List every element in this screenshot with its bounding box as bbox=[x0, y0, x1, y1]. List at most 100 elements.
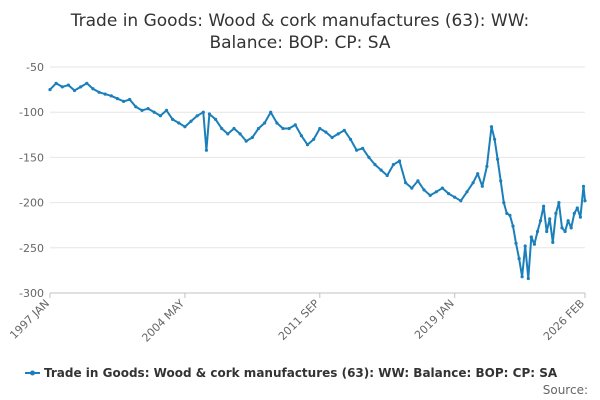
data-point[interactable] bbox=[204, 148, 208, 152]
data-point[interactable] bbox=[85, 81, 89, 85]
data-point[interactable] bbox=[578, 215, 583, 219]
data-point[interactable] bbox=[572, 211, 576, 215]
data-point[interactable] bbox=[391, 163, 395, 167]
data-point[interactable] bbox=[348, 137, 353, 141]
data-point[interactable] bbox=[220, 126, 224, 131]
data-point[interactable] bbox=[471, 181, 475, 185]
data-point[interactable] bbox=[548, 217, 552, 221]
data-point[interactable] bbox=[480, 184, 484, 188]
data-point[interactable] bbox=[195, 114, 199, 118]
data-point[interactable] bbox=[523, 244, 527, 248]
data-point[interactable] bbox=[256, 126, 261, 131]
data-point[interactable] bbox=[440, 186, 444, 190]
legend[interactable]: Trade in Goods: Wood & cork manufactures… bbox=[25, 366, 558, 380]
data-point[interactable] bbox=[545, 229, 549, 234]
data-point[interactable] bbox=[428, 193, 432, 197]
data-point[interactable] bbox=[511, 224, 515, 228]
data-point[interactable] bbox=[183, 125, 187, 129]
data-point[interactable] bbox=[493, 137, 497, 141]
data-point[interactable] bbox=[581, 184, 586, 188]
data-point[interactable] bbox=[287, 126, 291, 131]
data-point[interactable] bbox=[269, 110, 273, 114]
data-point[interactable] bbox=[342, 128, 346, 132]
data-point[interactable] bbox=[422, 188, 426, 192]
data-point[interactable] bbox=[583, 199, 587, 203]
data-point[interactable] bbox=[152, 110, 156, 114]
data-point[interactable] bbox=[508, 213, 512, 217]
data-point[interactable] bbox=[201, 110, 205, 114]
data-point[interactable] bbox=[305, 143, 310, 147]
data-point[interactable] bbox=[103, 92, 107, 96]
data-point[interactable] bbox=[459, 199, 463, 203]
data-point[interactable] bbox=[115, 97, 119, 101]
data-point[interactable] bbox=[554, 211, 558, 215]
data-point[interactable] bbox=[485, 164, 489, 168]
data-point[interactable] bbox=[538, 219, 543, 223]
data-point[interactable] bbox=[207, 112, 211, 116]
data-point[interactable] bbox=[336, 132, 340, 136]
data-point[interactable] bbox=[385, 173, 389, 178]
data-point[interactable] bbox=[434, 190, 438, 194]
data-point[interactable] bbox=[281, 126, 285, 131]
data-point[interactable] bbox=[373, 163, 377, 167]
data-point[interactable] bbox=[404, 181, 408, 185]
data-point[interactable] bbox=[134, 105, 138, 109]
data-point[interactable] bbox=[514, 241, 518, 245]
data-point[interactable] bbox=[330, 135, 334, 140]
data-point[interactable] bbox=[397, 159, 402, 163]
data-point[interactable] bbox=[447, 192, 451, 196]
data-point[interactable] bbox=[560, 226, 564, 230]
data-point[interactable] bbox=[128, 97, 132, 102]
data-point[interactable] bbox=[520, 275, 524, 279]
data-point[interactable] bbox=[489, 125, 494, 129]
data-point[interactable] bbox=[48, 88, 52, 92]
data-point[interactable] bbox=[177, 121, 181, 125]
data-point[interactable] bbox=[476, 172, 480, 176]
data-point[interactable] bbox=[529, 235, 533, 239]
data-point[interactable] bbox=[158, 114, 162, 118]
data-point[interactable] bbox=[146, 107, 150, 111]
data-point[interactable] bbox=[164, 108, 169, 112]
data-point[interactable] bbox=[122, 99, 126, 103]
data-point[interactable] bbox=[312, 137, 316, 141]
data-point[interactable] bbox=[499, 179, 503, 183]
data-point[interactable] bbox=[263, 121, 267, 125]
data-point[interactable] bbox=[171, 117, 175, 121]
data-point[interactable] bbox=[54, 81, 58, 85]
data-point[interactable] bbox=[542, 204, 546, 208]
data-point[interactable] bbox=[355, 148, 359, 152]
data-point[interactable] bbox=[324, 130, 328, 134]
data-point[interactable] bbox=[318, 126, 322, 131]
data-point[interactable] bbox=[526, 276, 530, 281]
data-point[interactable] bbox=[66, 83, 70, 87]
data-point[interactable] bbox=[517, 257, 521, 261]
data-point[interactable] bbox=[557, 201, 561, 205]
data-point[interactable] bbox=[566, 219, 570, 223]
data-point[interactable] bbox=[293, 123, 297, 127]
data-point[interactable] bbox=[97, 90, 101, 94]
data-point[interactable] bbox=[140, 108, 144, 112]
data-point[interactable] bbox=[60, 85, 64, 89]
data-point[interactable] bbox=[496, 157, 500, 161]
data-point[interactable] bbox=[416, 179, 420, 183]
data-point[interactable] bbox=[91, 87, 95, 91]
data-point[interactable] bbox=[563, 229, 567, 234]
data-point[interactable] bbox=[214, 117, 218, 121]
data-point[interactable] bbox=[367, 155, 371, 159]
data-point[interactable] bbox=[299, 134, 303, 138]
data-point[interactable] bbox=[453, 195, 457, 199]
data-point[interactable] bbox=[226, 132, 230, 136]
data-point[interactable] bbox=[244, 139, 248, 143]
data-point[interactable] bbox=[551, 240, 555, 244]
data-point[interactable] bbox=[505, 211, 509, 215]
data-point[interactable] bbox=[410, 186, 414, 190]
data-point[interactable] bbox=[250, 135, 254, 140]
data-point[interactable] bbox=[275, 121, 279, 125]
data-point[interactable] bbox=[569, 226, 573, 230]
data-point[interactable] bbox=[379, 168, 383, 172]
data-point[interactable] bbox=[109, 94, 113, 98]
data-point[interactable] bbox=[72, 88, 77, 93]
data-point[interactable] bbox=[535, 229, 540, 234]
data-point[interactable] bbox=[465, 190, 469, 194]
data-point[interactable] bbox=[502, 201, 506, 205]
